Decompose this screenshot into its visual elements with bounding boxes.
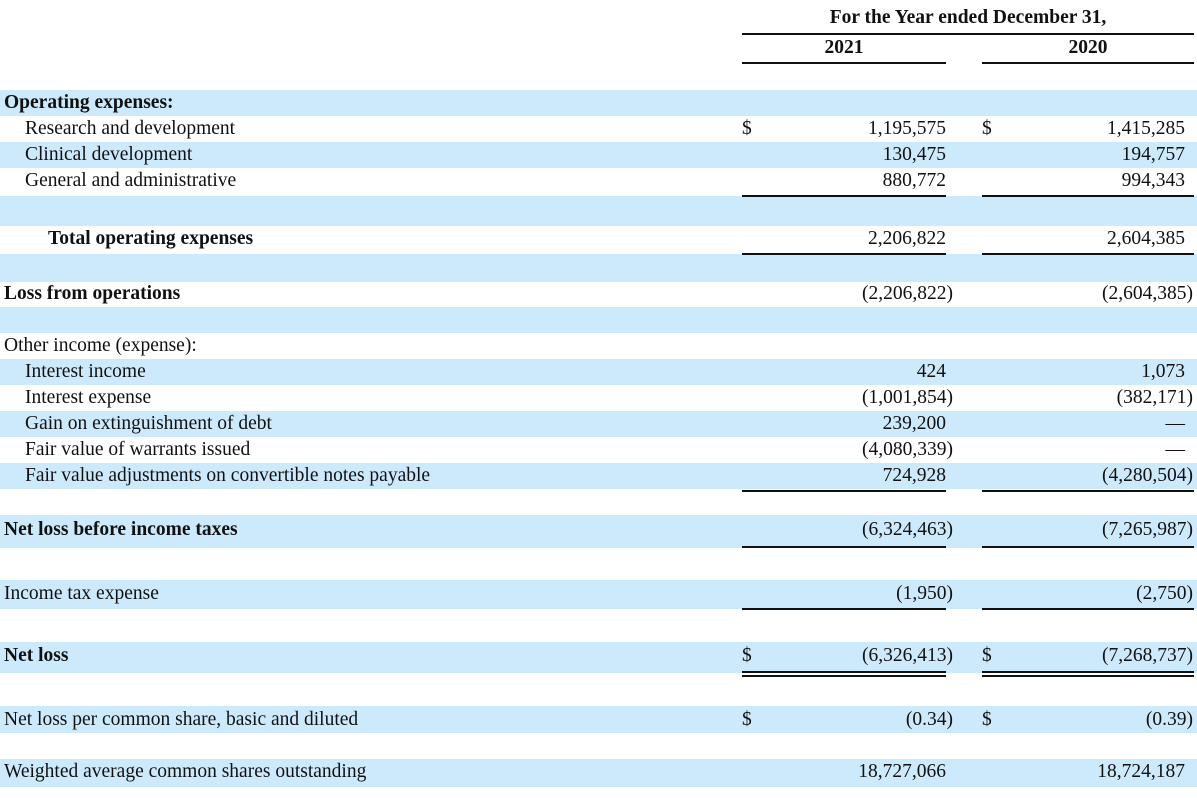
subtotal-rule	[982, 608, 1194, 610]
row-band	[0, 90, 1197, 116]
double-rule	[742, 675, 946, 677]
subtotal-rule	[742, 195, 946, 197]
row-label: Gain on extinguishment of debt	[25, 413, 272, 434]
value-2020: 2,604,385	[1107, 228, 1185, 249]
total-rule	[982, 253, 1194, 255]
row-label: Loss from operations	[4, 283, 181, 304]
value-2020: (7,265,987)	[1102, 519, 1193, 540]
row-band	[0, 359, 1197, 385]
row-band	[0, 254, 1197, 282]
row-label: General and administrative	[25, 170, 237, 191]
value-2020: 1,415,285	[1107, 118, 1185, 139]
value-2020: (7,268,737)	[1102, 645, 1193, 666]
year-header-2021: 2021	[824, 37, 864, 58]
value-2021: 239,200	[882, 413, 946, 434]
row-band	[0, 759, 1197, 787]
row-band	[0, 411, 1197, 437]
row-label: Net loss per common share, basic and dil…	[4, 709, 359, 730]
value-2020: 18,724,187	[1097, 761, 1185, 782]
row-band	[0, 642, 1197, 673]
value-2021: (0.34)	[905, 709, 953, 730]
value-2020: (2,750)	[1136, 583, 1193, 604]
year-rule-2021	[742, 62, 946, 64]
value-2020: (0.39)	[1145, 709, 1193, 730]
value-2021: (6,324,463)	[862, 519, 953, 540]
double-rule	[742, 671, 946, 673]
row-band	[0, 706, 1197, 733]
value-2021: 1,195,575	[868, 118, 946, 139]
value-2021: (1,950)	[896, 583, 953, 604]
row-band	[0, 196, 1197, 226]
currency-symbol: $	[982, 118, 992, 139]
currency-symbol: $	[982, 709, 992, 730]
row-label: Income tax expense	[4, 583, 159, 604]
period-header: For the Year ended December 31,	[829, 7, 1107, 28]
subtotal-rule	[982, 546, 1194, 548]
row-band	[0, 142, 1197, 168]
row-label: Weighted average common shares outstandi…	[4, 761, 367, 782]
year-rule-2020	[982, 62, 1194, 64]
value-2021: 880,772	[882, 170, 946, 191]
currency-symbol: $	[742, 645, 752, 666]
value-2021: 18,727,066	[858, 761, 946, 782]
currency-symbol: $	[742, 118, 752, 139]
subtotal-rule	[742, 546, 946, 548]
value-2021: 130,475	[882, 144, 946, 165]
subtotal-rule	[982, 490, 1194, 492]
total-rule	[742, 253, 946, 255]
currency-symbol: $	[982, 645, 992, 666]
value-2020: (2,604,385)	[1102, 283, 1193, 304]
value-2020: 994,343	[1121, 170, 1185, 191]
value-2020: 194,757	[1121, 144, 1185, 165]
row-label: Interest expense	[25, 387, 152, 408]
value-2020: (4,280,504)	[1102, 465, 1193, 486]
value-2020: —	[1165, 439, 1186, 460]
value-2021: (4,080,339)	[862, 439, 953, 460]
value-2020: 1,073	[1141, 361, 1185, 382]
row-label: Net loss before income taxes	[4, 519, 238, 540]
value-2020: —	[1165, 413, 1186, 434]
value-2021: 724,928	[882, 465, 946, 486]
subtotal-rule	[742, 608, 946, 610]
row-label: Clinical development	[25, 144, 193, 165]
value-2021: 424	[916, 361, 946, 382]
section-heading-operating-expenses: Operating expenses:	[4, 92, 174, 113]
subtotal-rule	[982, 195, 1194, 197]
double-rule	[982, 671, 1194, 673]
year-header-2020: 2020	[1068, 37, 1108, 58]
row-band	[0, 515, 1197, 548]
row-label: Research and development	[25, 118, 236, 139]
row-label: Total operating expenses	[48, 228, 254, 249]
value-2021: (2,206,822)	[862, 283, 953, 304]
double-rule	[982, 675, 1194, 677]
subtotal-rule	[742, 490, 946, 492]
row-label: Fair value adjustments on convertible no…	[25, 465, 431, 486]
header-rule	[742, 33, 1194, 35]
value-2021: 2,206,822	[868, 228, 946, 249]
currency-symbol: $	[742, 709, 752, 730]
row-band	[0, 463, 1197, 489]
value-2021: (6,326,413)	[862, 645, 953, 666]
row-label: Net loss	[4, 645, 69, 666]
row-band	[0, 307, 1197, 333]
row-label: Fair value of warrants issued	[25, 439, 251, 460]
row-band	[0, 580, 1197, 609]
value-2021: (1,001,854)	[862, 387, 953, 408]
section-heading-other-income: Other income (expense):	[4, 335, 197, 356]
row-label: Interest income	[25, 361, 146, 382]
value-2020: (382,171)	[1116, 387, 1193, 408]
